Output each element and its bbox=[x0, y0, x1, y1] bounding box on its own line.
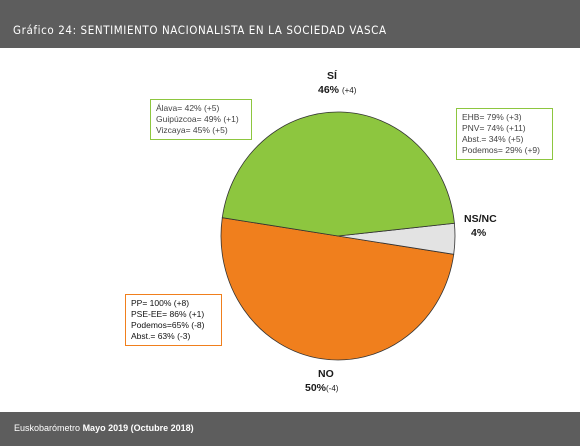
slice-si bbox=[221, 111, 455, 237]
annotation-line: PSE-EE= 86% (+1) bbox=[131, 309, 205, 319]
source-date: Mayo 2019 (Octubre 2018) bbox=[82, 423, 194, 433]
slice-label-no: NO bbox=[318, 368, 334, 380]
annotation-line: Álava= 42% (+5) bbox=[156, 103, 220, 113]
pie-chart-svg bbox=[220, 111, 456, 361]
footer-bar: Euskobarómetro Mayo 2019 (Octubre 2018) bbox=[0, 412, 580, 446]
header-bar: Gráfico 24: SENTIMIENTO NACIONALISTA EN … bbox=[0, 0, 580, 48]
source-prefix: Euskobarómetro bbox=[14, 423, 81, 433]
slice-value-si: 46% (+4) bbox=[318, 84, 357, 96]
slice-value-nsnc: 4% bbox=[471, 227, 487, 239]
annotation-line: Abst.= 34% (+5) bbox=[462, 134, 524, 144]
annotation-line: PNV= 74% (+11) bbox=[462, 123, 526, 133]
annotation-line: Abst.= 63% (-3) bbox=[131, 331, 191, 341]
pie-chart: SÍ 46% (+4) NS/NC 4% NO 50%(-4) Álava= 4… bbox=[0, 48, 580, 412]
annotation-line: Guipúzcoa= 49% (+1) bbox=[156, 114, 239, 124]
slice-label-nsnc: NS/NC bbox=[464, 213, 497, 225]
provinces-annotation-box: Álava= 42% (+5) Guipúzcoa= 49% (+1) Vizc… bbox=[150, 99, 252, 140]
chart-title: Gráfico 24: SENTIMIENTO NACIONALISTA EN … bbox=[13, 23, 387, 37]
annotation-line: EHB= 79% (+3) bbox=[462, 112, 522, 122]
slice-label-si: SÍ bbox=[327, 70, 337, 82]
source-note: Euskobarómetro Mayo 2019 (Octubre 2018) bbox=[14, 423, 194, 433]
annotation-line: PP= 100% (+8) bbox=[131, 298, 190, 308]
slice-no bbox=[220, 217, 455, 361]
slice-value-no: 50%(-4) bbox=[305, 382, 339, 394]
no-parties-annotation-box: PP= 100% (+8) PSE-EE= 86% (+1) Podemos=6… bbox=[125, 294, 222, 346]
annotation-line: Vizcaya= 45% (+5) bbox=[156, 125, 228, 135]
annotation-line: Podemos= 29% (+9) bbox=[462, 145, 540, 155]
si-parties-annotation-box: EHB= 79% (+3) PNV= 74% (+11) Abst.= 34% … bbox=[456, 108, 553, 160]
annotation-line: Podemos=65% (-8) bbox=[131, 320, 205, 330]
